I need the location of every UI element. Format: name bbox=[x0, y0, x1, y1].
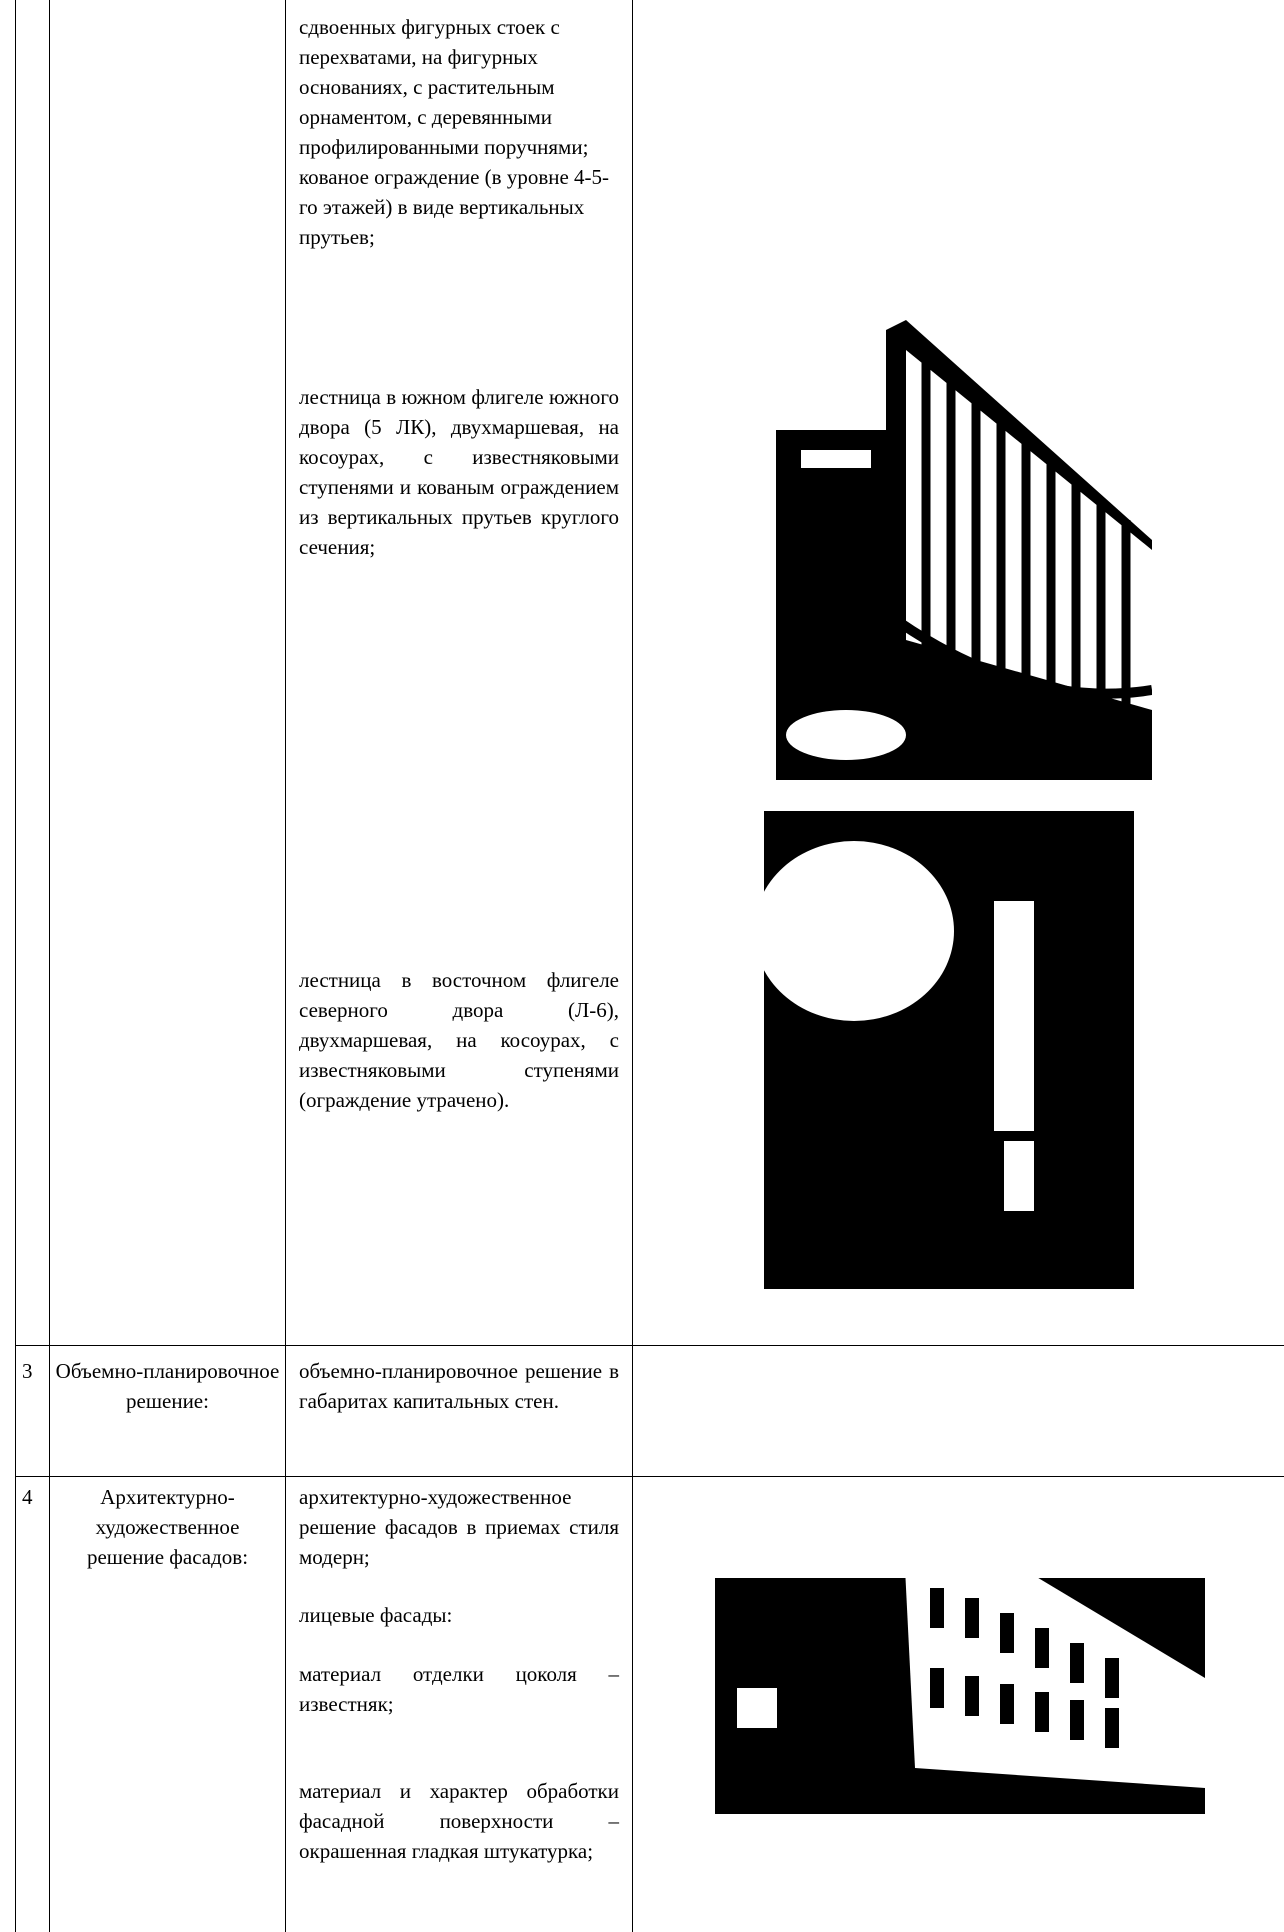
text: объемно-планировочное решение в габарита… bbox=[299, 1359, 619, 1413]
border bbox=[285, 0, 286, 1932]
border bbox=[49, 0, 50, 1932]
photo bbox=[715, 1528, 1205, 1814]
text: сдвоенных фигурных стоек с перехватами, … bbox=[299, 15, 610, 249]
border bbox=[15, 1345, 1284, 1346]
photo bbox=[764, 811, 1158, 1289]
text: лестница в восточном флигеле северного д… bbox=[299, 968, 619, 1112]
photo bbox=[776, 320, 1152, 780]
row-number: 3 bbox=[22, 1359, 33, 1383]
row-label: Объемно-планировочное решение: bbox=[55, 1359, 280, 1413]
text: материал отделки цоколя – известняк; bbox=[299, 1662, 619, 1716]
border bbox=[15, 0, 16, 1932]
text: лицевые фасады: bbox=[299, 1603, 453, 1627]
text: материал и характер обработки фасадной п… bbox=[299, 1779, 619, 1863]
row-number: 4 bbox=[22, 1485, 33, 1509]
text: лестница в южном флигеле южного двора (5… bbox=[299, 385, 619, 559]
text: архитектурно-художественное решение фаса… bbox=[299, 1485, 619, 1569]
border bbox=[632, 0, 633, 1932]
row-label: Архитектурно-художественное решение фаса… bbox=[86, 1485, 249, 1569]
border bbox=[15, 1476, 1284, 1477]
